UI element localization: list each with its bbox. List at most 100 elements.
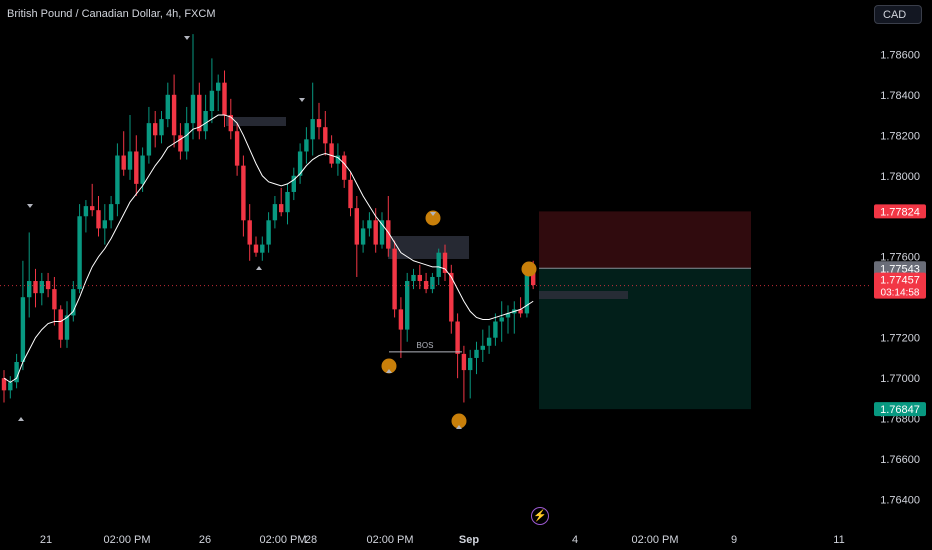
x-axis-tick-label: Sep: [459, 534, 479, 546]
lightning-icon[interactable]: ⚡: [531, 507, 549, 525]
y-axis-tick-label: 1.77600: [880, 252, 920, 264]
candle-body: [159, 119, 164, 136]
countdown-label: 03:14:58: [881, 288, 920, 299]
price-label-box: [874, 402, 926, 417]
candle-body: [436, 252, 441, 277]
y-axis-tick-label: 1.78600: [880, 49, 920, 61]
y-axis-tick-label: 1.76600: [880, 454, 920, 466]
candle-body: [342, 155, 347, 180]
price-label: 1.77543: [880, 263, 920, 275]
candle-body: [121, 155, 126, 170]
candle-body: [39, 281, 44, 294]
y-axis-tick-label: 1.77200: [880, 333, 920, 345]
candle-body: [71, 289, 76, 316]
y-axis-tick-label: 1.76400: [880, 495, 920, 507]
price-label: 1.77824: [880, 206, 920, 218]
candle-body: [272, 204, 278, 221]
candle-body: [297, 151, 303, 176]
candle-body: [367, 220, 372, 229]
y-axis-tick-label: 1.76800: [880, 414, 920, 426]
x-axis-tick-label: 02:00 PM: [631, 534, 678, 546]
candle-body: [417, 274, 422, 282]
x-axis-tick-label: 02:00 PM: [259, 534, 306, 546]
x-axis-tick-label: 11: [833, 534, 844, 546]
candle-body: [241, 165, 246, 221]
candle-body: [316, 119, 322, 128]
candle-body: [203, 110, 208, 132]
x-axis-tick-label: 28: [305, 534, 317, 546]
candle-body: [430, 276, 435, 290]
candle-body: [83, 206, 89, 217]
candle-body: [379, 220, 385, 245]
candle-body: [499, 317, 504, 322]
candle-body: [505, 313, 511, 318]
currency-button[interactable]: CAD: [874, 5, 922, 24]
price-label: 1.76847: [880, 404, 920, 416]
candle-body: [291, 175, 296, 192]
candle-body: [279, 204, 284, 213]
x-axis-tick-label: 02:00 PM: [366, 534, 413, 546]
candle-body: [405, 281, 410, 330]
supply-zone: [539, 291, 628, 299]
candle-body: [354, 208, 359, 245]
candle-body: [285, 191, 290, 213]
candle-body: [140, 155, 145, 184]
candle-body: [127, 151, 133, 170]
candle-body: [253, 244, 259, 253]
y-axis-tick-label: 1.78200: [880, 130, 920, 142]
candle-body: [304, 139, 309, 152]
price-label-box: [874, 272, 926, 299]
candle-body: [449, 272, 454, 322]
candle-body: [335, 155, 341, 164]
candle-body: [228, 115, 233, 132]
candle-body: [134, 151, 139, 184]
candle-body: [360, 228, 366, 245]
candle-body: [108, 204, 114, 221]
y-axis-tick-label: 1.78000: [880, 171, 920, 183]
candle-body: [64, 315, 70, 340]
candle-body: [486, 337, 492, 346]
candle-body: [461, 353, 467, 371]
swing-marker: [451, 413, 467, 429]
swing-marker: [521, 261, 537, 277]
chart-title: British Pound / Canadian Dollar, 4h, FXC…: [7, 8, 216, 20]
candle-body: [480, 345, 485, 350]
candle-body: [197, 94, 202, 132]
candle-body: [411, 274, 416, 282]
y-axis-tick-label: 1.77000: [880, 373, 920, 385]
candle-body: [348, 179, 353, 209]
candle-body: [474, 349, 479, 358]
price-label-box: [874, 261, 926, 276]
candle-body: [33, 281, 38, 294]
candle-body: [392, 248, 397, 310]
candle-body: [20, 297, 26, 362]
candle-body: [531, 268, 536, 286]
candle-body: [115, 155, 120, 205]
candle-body: [216, 82, 221, 91]
candle-body: [329, 143, 334, 164]
x-axis-tick-label: 21: [40, 534, 52, 546]
candle-body: [184, 123, 189, 152]
candle-body: [14, 361, 19, 383]
candle-body: [146, 123, 152, 156]
candle-body: [8, 382, 13, 391]
moving-average-line: [3, 114, 534, 383]
candle-body: [524, 268, 530, 314]
x-axis-tick-label: 4: [572, 534, 578, 546]
take-profit-zone: [539, 268, 751, 410]
pivot-marker: [18, 417, 24, 421]
candle-body: [77, 216, 82, 290]
candle-body: [27, 281, 32, 298]
candle-body: [171, 94, 177, 136]
x-axis-tick-label: 9: [731, 534, 737, 546]
candle-body: [234, 131, 240, 166]
candle-body: [190, 94, 196, 124]
supply-zone: [388, 236, 469, 259]
candle-body: [58, 309, 63, 340]
candle-body: [310, 119, 315, 140]
pivot-marker: [456, 425, 462, 429]
candle-body: [102, 220, 107, 229]
bos-label: BOS: [417, 341, 434, 350]
pivot-marker: [256, 266, 262, 270]
